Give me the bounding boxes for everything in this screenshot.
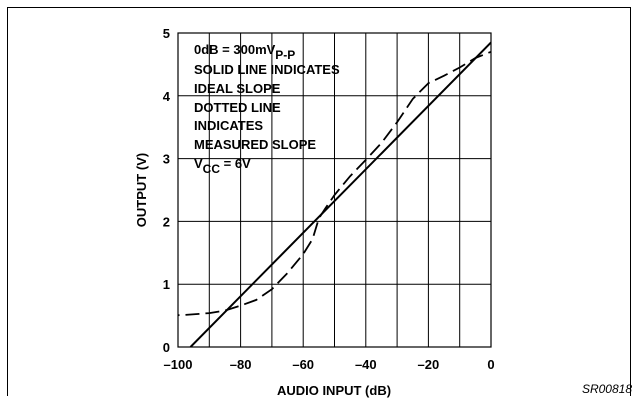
annotation-line-3: IDEAL SLOPE (194, 81, 281, 96)
annotation-line-7-sub: CC (203, 162, 221, 176)
ideal-slope-line (189, 41, 491, 347)
plot-area-border (177, 32, 492, 348)
annotation-line-2: SOLID LINE INDICATES (194, 62, 340, 77)
annotation-line-1-sub: P-P (275, 48, 295, 62)
x-tick-label: –40 (355, 357, 377, 372)
y-tick-label: 3 (163, 152, 170, 167)
y-tick-label: 2 (163, 214, 170, 229)
y-tick-labels: 0 1 2 3 4 5 (163, 26, 171, 355)
annotation-line-7: VCC = 6V (194, 156, 251, 176)
annotation-line-7-main: V (194, 156, 203, 171)
y-tick-label: 4 (163, 89, 171, 104)
x-axis-label: AUDIO INPUT (dB) (277, 383, 391, 398)
x-tick-label: –80 (230, 357, 252, 372)
annotation: 0dB = 300mVP-P SOLID LINE INDICATES IDEA… (194, 42, 340, 176)
y-axis-label: OUTPUT (V) (134, 153, 149, 227)
annotation-line-1: 0dB = 300mVP-P (194, 42, 295, 62)
x-tick-labels: –100 –80 –60 –40 –20 0 (164, 357, 495, 372)
figure-frame (7, 7, 631, 396)
annotation-line-1-main: 0dB = 300mV (194, 42, 276, 57)
x-tick-label: –60 (292, 357, 314, 372)
annotation-line-5: INDICATES (194, 118, 263, 133)
y-tick-label: 5 (163, 26, 170, 41)
annotation-line-4: DOTTED LINE (194, 100, 281, 115)
x-tick-label: –100 (164, 357, 193, 372)
y-tick-label: 0 (163, 340, 170, 355)
annotation-line-7-rest: = 6V (220, 156, 251, 171)
annotation-line-6: MEASURED SLOPE (194, 137, 316, 152)
x-tick-label: –20 (418, 357, 440, 372)
measured-slope-line (178, 50, 491, 317)
y-tick-label: 1 (163, 277, 170, 292)
figure-code: SR00818 (582, 382, 632, 396)
x-tick-label: 0 (487, 357, 494, 372)
series-group (178, 41, 491, 347)
